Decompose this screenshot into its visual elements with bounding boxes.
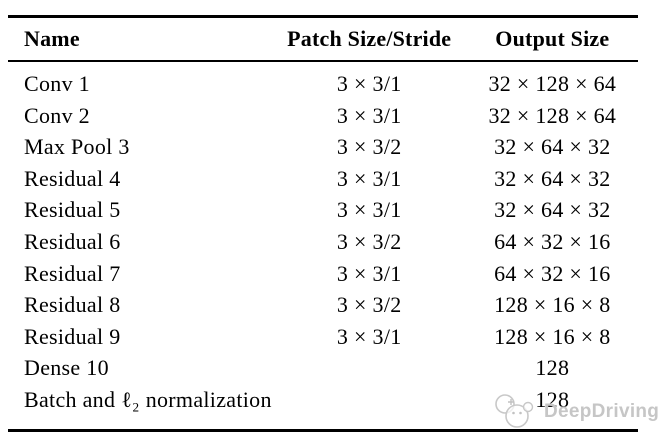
cell-patch-size: 3 × 3/1 xyxy=(336,165,402,191)
cell-name: Dense 10 xyxy=(24,355,109,381)
table-row: Conv 1 3 × 3/1 32 × 128 × 64 xyxy=(8,61,638,100)
cell-patch-size xyxy=(272,352,467,384)
table-row: Max Pool 3 3 × 3/2 32 × 64 × 32 xyxy=(8,131,638,163)
cell-output-size: 32 × 64 × 32 xyxy=(494,165,611,191)
column-header-patch-size: Patch Size/Stride xyxy=(271,16,467,62)
cell-name: Residual 7 xyxy=(24,260,121,286)
cell-output-size: 32 × 128 × 64 xyxy=(488,71,617,96)
column-header-output-size: Output Size xyxy=(466,16,638,62)
table-body: Conv 1 3 × 3/1 32 × 128 × 64 Conv 2 3 × … xyxy=(8,61,638,430)
cell-patch-size: 3 × 3/2 xyxy=(336,228,402,254)
table-row: Conv 2 3 × 3/1 32 × 128 × 64 xyxy=(8,100,638,132)
cell-output-size: 32 × 128 × 64 xyxy=(488,102,617,128)
cell-output-size: 128 xyxy=(535,386,570,412)
cell-output-size: 64 × 32 × 16 xyxy=(494,260,611,286)
cell-patch-size: 3 × 3/1 xyxy=(336,323,402,349)
cell-name: Residual 8 xyxy=(24,292,121,318)
architecture-table-grid: Name Patch Size/Stride Output Size Conv … xyxy=(8,15,638,432)
cell-name: Batch and ℓ₂ normalization xyxy=(24,386,272,412)
cell-output-size: 128 xyxy=(535,355,570,381)
cell-patch-size: 3 × 3/1 xyxy=(336,197,402,223)
cell-name: Residual 6 xyxy=(24,228,121,254)
cell-output-size: 128 × 16 × 8 xyxy=(494,292,611,318)
cell-name: Residual 5 xyxy=(24,197,121,223)
cell-patch-size: 3 × 3/1 xyxy=(336,71,402,96)
table-header: Name Patch Size/Stride Output Size xyxy=(8,16,638,62)
cell-output-size: 32 × 64 × 32 xyxy=(494,134,611,160)
table-row: Residual 7 3 × 3/1 64 × 32 × 16 xyxy=(8,258,638,290)
table-row: Residual 5 3 × 3/1 32 × 64 × 32 xyxy=(8,194,638,226)
table-row: Residual 6 3 × 3/2 64 × 32 × 16 xyxy=(8,226,638,258)
cell-patch-size: 3 × 3/2 xyxy=(336,292,402,318)
cell-name: Residual 4 xyxy=(24,165,121,191)
cell-patch-size: 3 × 3/1 xyxy=(336,102,402,128)
cell-name: Residual 9 xyxy=(24,323,121,349)
cell-patch-size: 3 × 3/2 xyxy=(336,134,402,160)
cell-name: Conv 1 xyxy=(24,71,90,96)
table-row: Dense 10 128 xyxy=(8,352,638,384)
cell-output-size: 64 × 32 × 16 xyxy=(494,228,611,254)
cell-name: Conv 2 xyxy=(24,102,90,128)
table-row: Residual 9 3 × 3/1 128 × 16 × 8 xyxy=(8,321,638,353)
cell-output-size: 128 × 16 × 8 xyxy=(494,323,611,349)
table-row: Residual 8 3 × 3/2 128 × 16 × 8 xyxy=(8,289,638,321)
architecture-table: Name Patch Size/Stride Output Size Conv … xyxy=(8,15,638,432)
cell-name: Max Pool 3 xyxy=(24,134,130,160)
table-row: Batch and ℓ₂ normalization 128 xyxy=(8,384,638,430)
header-row: Name Patch Size/Stride Output Size xyxy=(8,16,638,62)
cell-patch-size xyxy=(272,384,467,430)
cell-patch-size: 3 × 3/1 xyxy=(336,260,402,286)
cell-output-size: 32 × 64 × 32 xyxy=(494,197,611,223)
table-row: Residual 4 3 × 3/1 32 × 64 × 32 xyxy=(8,163,638,195)
column-header-name: Name xyxy=(8,16,272,62)
